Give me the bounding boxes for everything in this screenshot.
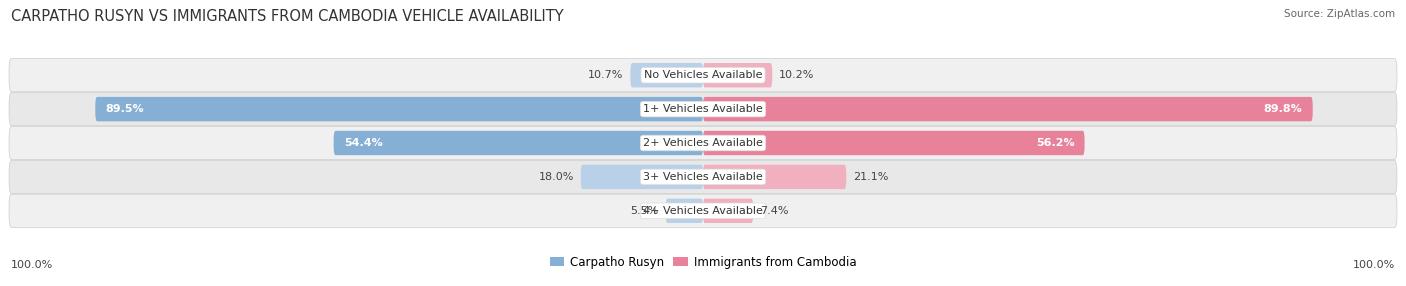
FancyBboxPatch shape <box>8 59 1398 92</box>
FancyBboxPatch shape <box>703 97 1313 121</box>
Text: 89.5%: 89.5% <box>105 104 143 114</box>
Text: Source: ZipAtlas.com: Source: ZipAtlas.com <box>1284 9 1395 19</box>
FancyBboxPatch shape <box>665 198 703 223</box>
FancyBboxPatch shape <box>581 165 703 189</box>
Text: 5.5%: 5.5% <box>631 206 659 216</box>
FancyBboxPatch shape <box>8 160 1398 194</box>
Text: 1+ Vehicles Available: 1+ Vehicles Available <box>643 104 763 114</box>
Text: No Vehicles Available: No Vehicles Available <box>644 70 762 80</box>
FancyBboxPatch shape <box>703 165 846 189</box>
Text: 3+ Vehicles Available: 3+ Vehicles Available <box>643 172 763 182</box>
FancyBboxPatch shape <box>703 198 754 223</box>
Text: 56.2%: 56.2% <box>1036 138 1074 148</box>
Text: 21.1%: 21.1% <box>853 172 889 182</box>
Text: 18.0%: 18.0% <box>538 172 574 182</box>
Legend: Carpatho Rusyn, Immigrants from Cambodia: Carpatho Rusyn, Immigrants from Cambodia <box>550 256 856 269</box>
Text: 7.4%: 7.4% <box>761 206 789 216</box>
FancyBboxPatch shape <box>703 131 1084 155</box>
Text: 4+ Vehicles Available: 4+ Vehicles Available <box>643 206 763 216</box>
Text: 10.7%: 10.7% <box>588 70 623 80</box>
Text: 100.0%: 100.0% <box>11 260 53 270</box>
Text: 54.4%: 54.4% <box>344 138 382 148</box>
Text: 10.2%: 10.2% <box>779 70 814 80</box>
FancyBboxPatch shape <box>8 194 1398 227</box>
Text: 100.0%: 100.0% <box>1353 260 1395 270</box>
FancyBboxPatch shape <box>333 131 703 155</box>
Text: 89.8%: 89.8% <box>1264 104 1302 114</box>
FancyBboxPatch shape <box>8 92 1398 126</box>
Text: CARPATHO RUSYN VS IMMIGRANTS FROM CAMBODIA VEHICLE AVAILABILITY: CARPATHO RUSYN VS IMMIGRANTS FROM CAMBOD… <box>11 9 564 23</box>
FancyBboxPatch shape <box>703 63 772 88</box>
Text: 2+ Vehicles Available: 2+ Vehicles Available <box>643 138 763 148</box>
FancyBboxPatch shape <box>96 97 703 121</box>
FancyBboxPatch shape <box>630 63 703 88</box>
FancyBboxPatch shape <box>8 126 1398 160</box>
